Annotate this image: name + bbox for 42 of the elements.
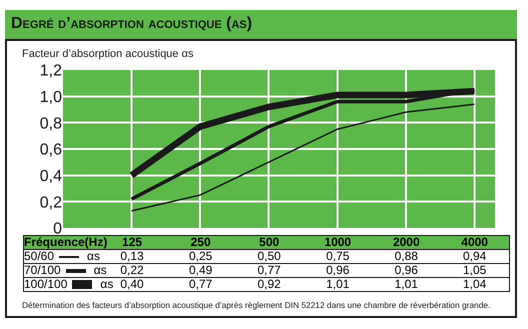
- data-label: 1,05: [440, 263, 510, 278]
- data-label: 0,94: [440, 249, 510, 264]
- y-tick-label: 0,8: [40, 115, 62, 132]
- data-label: 1,01: [303, 277, 372, 292]
- legend-label: 100/100: [24, 277, 68, 291]
- data-label: 0,40: [120, 277, 144, 291]
- data-label: 0,96: [372, 263, 441, 278]
- x-tick-label: 4000: [440, 235, 510, 250]
- data-label: 0,77: [166, 277, 235, 292]
- text: αs: [87, 249, 100, 263]
- legend-label: 70/100: [24, 263, 61, 277]
- y-tick-label: 0: [53, 220, 62, 238]
- data-label: 0,25: [166, 249, 235, 264]
- x-tick-label: 500: [234, 235, 304, 250]
- legend-label: 50/60: [24, 249, 54, 263]
- data-label: 1,01: [372, 277, 441, 292]
- text: αs: [100, 277, 114, 291]
- y-axis-title: Facteur d’absorption acoustique αs: [22, 48, 194, 60]
- data-label: 0,77: [234, 263, 304, 278]
- x-tick-label: 250: [166, 235, 235, 250]
- data-label: 0,96: [303, 263, 372, 278]
- text: Détermination des facteurs d’absorption acoustique d’après règlement DIN 52212 dans une chambre de réverbération grande.: [22, 300, 490, 310]
- data-label: 0,49: [166, 263, 235, 278]
- y-tick-label: 0,2: [40, 194, 62, 212]
- line-series: [130, 103, 476, 212]
- y-tick-label: 0,4: [40, 168, 62, 185]
- y-tick-label: 0,6: [40, 142, 62, 159]
- data-label: 0,92: [234, 277, 304, 292]
- data-label: 0,75: [303, 249, 372, 264]
- text: αs: [94, 263, 107, 277]
- data-label: 1,04: [440, 277, 510, 292]
- data-label: 0,88: [372, 249, 441, 264]
- data-label: 0,22: [120, 263, 144, 277]
- x-tick-label: 125: [122, 235, 142, 249]
- y-tick-label: 1,2: [40, 62, 62, 80]
- x-tick-label: 1000: [303, 235, 372, 250]
- y-tick-label: 1,0: [40, 88, 62, 106]
- chart-title: Degré d’absorption acoustique (αs): [5, 10, 517, 41]
- x-tick-label: 2000: [372, 235, 441, 250]
- data-label: 0,13: [120, 249, 144, 263]
- x-axis-title: Fréquence(Hz): [24, 235, 108, 250]
- data-label: 0,50: [234, 249, 304, 264]
